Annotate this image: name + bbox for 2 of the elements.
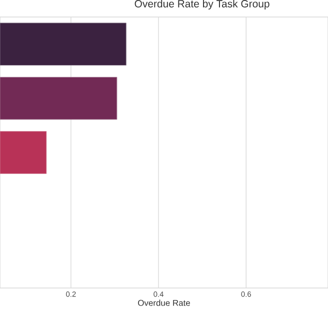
x-axis-title: Overdue Rate (138, 300, 190, 306)
chart-title: Overdue Rate by Task Group (134, 0, 270, 10)
